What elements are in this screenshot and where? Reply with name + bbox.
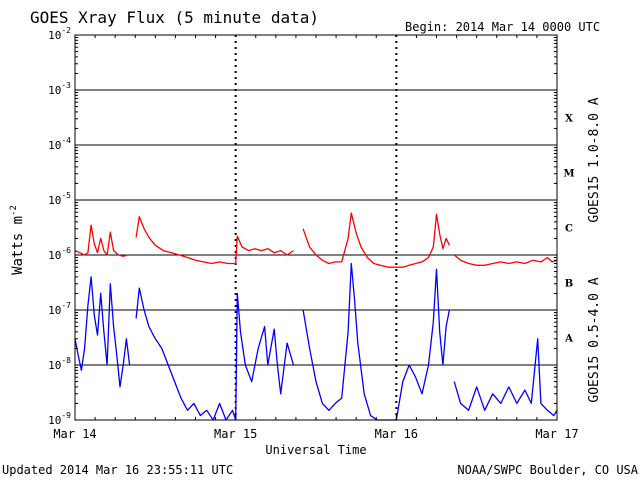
y-tick-label: 10-6 [48,246,71,262]
legend-short-channel: GOES15 0.5-4.0 A [587,277,602,402]
x-axis-label: Universal Time [265,443,366,457]
updated-timestamp: Updated 2014 Mar 16 23:55:11 UTC [2,463,233,477]
x-tick-label: Mar 14 [53,427,96,441]
y-tick-label: 10-5 [48,191,71,207]
flare-class-c: C [565,224,573,235]
y-tick-label: 10-7 [48,301,71,317]
flare-class-x: X [565,114,573,125]
flare-class-b: B [565,279,573,290]
x-tick-label: Mar 17 [535,427,578,441]
y-tick-label: 10-9 [48,411,71,427]
series-long-channel-line [74,212,558,268]
series-layer [74,212,558,421]
y-tick-label: 10-8 [48,356,71,372]
y-tick-label: 10-2 [48,26,71,42]
begin-timestamp: Begin: 2014 Mar 14 0000 UTC [405,20,600,34]
chart-title: GOES Xray Flux (5 minute data) [30,8,319,27]
flare-class-m: M [563,169,574,180]
y-axis-label: Watts m-2 [9,205,26,275]
x-axis-ticks: Mar 14 Mar 15 Mar 16 Mar 17 [53,35,579,441]
plot-frame [74,34,558,421]
x-tick-label: Mar 15 [214,427,257,441]
series-short-channel-line [74,262,558,421]
flare-class-a: A [564,334,573,345]
y-tick-label: 10-3 [48,81,71,97]
legend-long-channel: GOES15 1.0-8.0 A [587,97,602,222]
y-tick-label: 10-4 [48,136,71,152]
y-axis-ticks: 10-9 10-8 10-7 10-6 10-5 10-4 10-3 10-2 [48,26,557,427]
x-tick-label: Mar 16 [375,427,418,441]
plot-grid [75,35,557,420]
flare-class-labels: A B C M X [563,114,574,345]
source-credit: NOAA/SWPC Boulder, CO USA [457,463,638,477]
